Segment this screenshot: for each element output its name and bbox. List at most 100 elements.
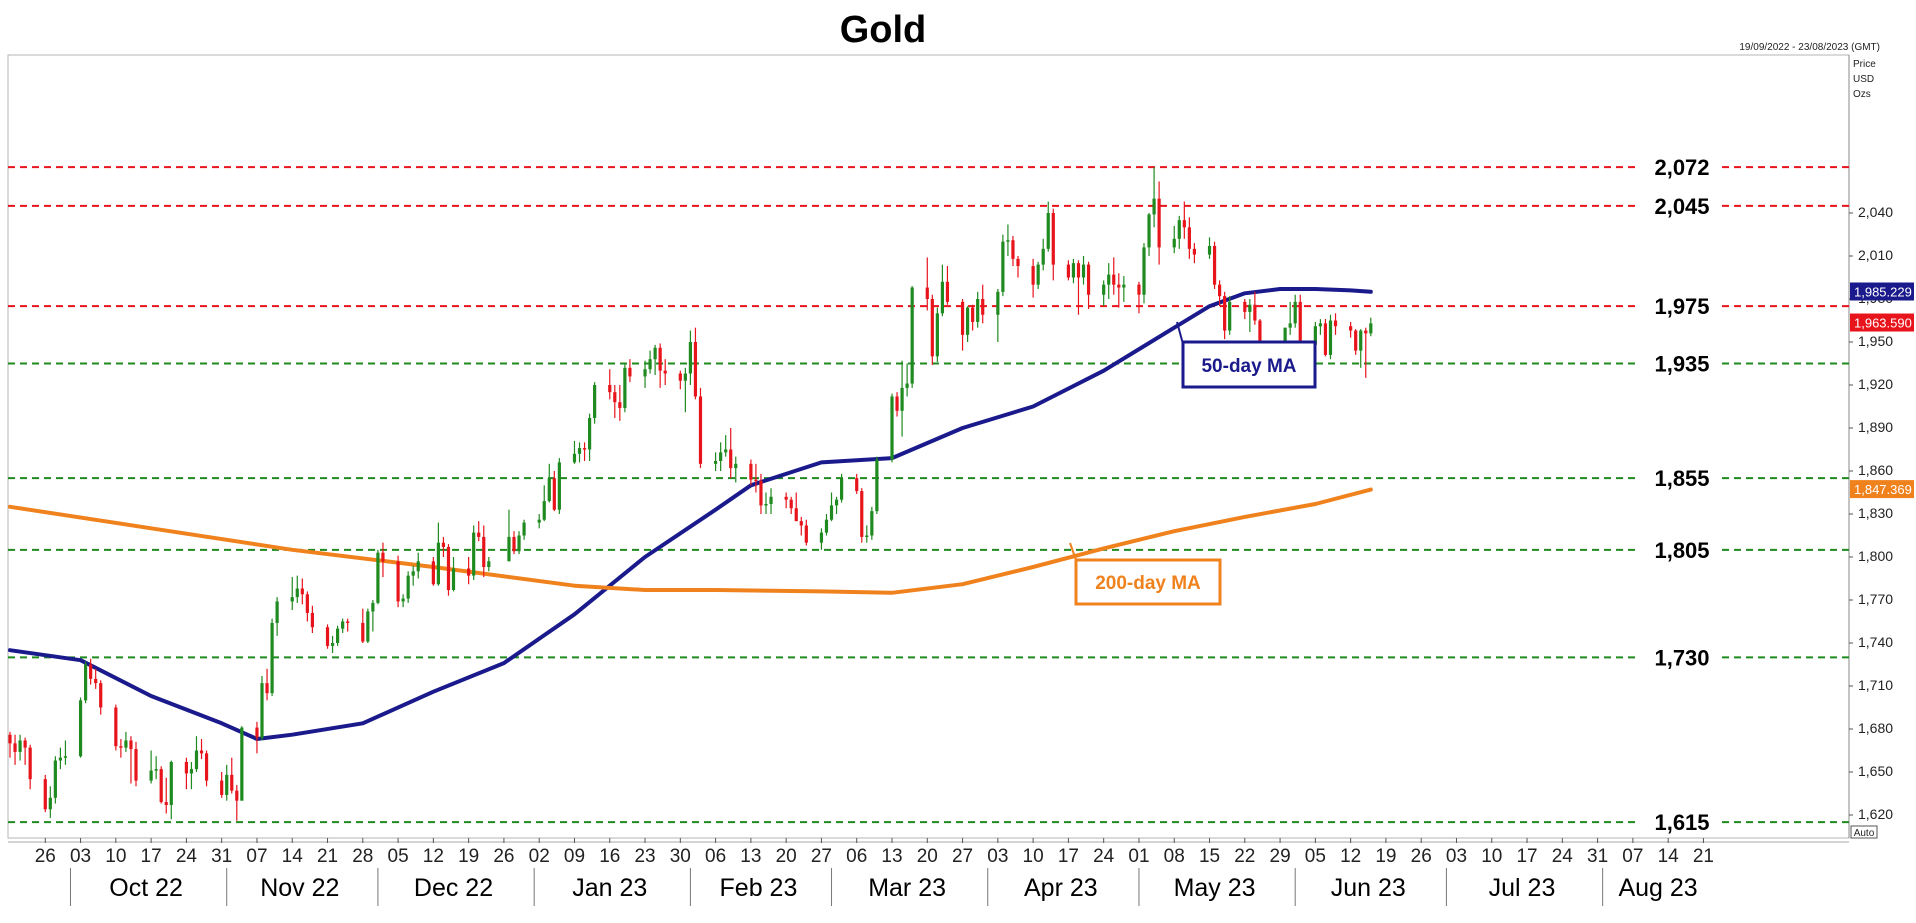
candle-body	[643, 369, 647, 377]
candle-body	[361, 622, 365, 642]
candle-up	[769, 488, 773, 514]
candle-body	[698, 396, 703, 464]
candle-body	[865, 535, 869, 537]
candle-down	[1253, 291, 1257, 325]
candle-up	[401, 594, 405, 608]
candle-down	[608, 369, 612, 400]
candle-down	[114, 704, 118, 751]
x-tick-label: 23	[634, 846, 655, 867]
candle-up	[18, 734, 22, 761]
y-tick-label: 1,680	[1858, 720, 1893, 736]
month-label: Jun 23	[1331, 874, 1406, 902]
candle-body	[517, 535, 521, 552]
candle-down	[184, 757, 188, 790]
auto-badge-frame[interactable]	[1850, 825, 1878, 839]
candle-body	[1102, 284, 1106, 295]
candle-up	[890, 393, 894, 463]
candle-body	[431, 561, 435, 585]
candle-body	[451, 568, 456, 590]
candle-body	[1218, 284, 1222, 297]
candle-body	[305, 594, 309, 613]
candle-down	[960, 299, 965, 351]
level-label: 1,935	[1654, 352, 1709, 377]
candle-down	[1137, 281, 1141, 314]
candle-up	[472, 525, 476, 580]
candle-up	[905, 363, 909, 397]
candle-up	[225, 764, 229, 801]
candle-body	[794, 508, 798, 522]
x-tick-label: 10	[1481, 846, 1502, 867]
candle-down	[971, 304, 975, 331]
candle-up	[1147, 213, 1151, 256]
candle-body	[618, 402, 622, 408]
candle-body	[1107, 274, 1111, 285]
candle-body	[1122, 284, 1126, 288]
candle-body	[1016, 258, 1020, 267]
candle-body	[824, 519, 829, 533]
candle-down	[628, 359, 632, 383]
ma200-label: 200-day MA	[1095, 573, 1201, 594]
candle-up	[48, 786, 52, 818]
candle-body	[522, 522, 526, 536]
x-tick-label: 19	[1375, 846, 1396, 867]
candle-up	[588, 413, 592, 461]
candle-body	[78, 700, 83, 757]
y-tick-label: 1,800	[1858, 548, 1893, 564]
candlesticks	[8, 167, 1373, 821]
candle-down	[199, 739, 204, 760]
candle-down	[446, 544, 451, 596]
y-tick-label: 1,890	[1858, 419, 1893, 435]
candle-down	[441, 536, 446, 557]
candle-body	[769, 496, 773, 504]
candle-up	[996, 288, 1000, 342]
ma50-leader	[1176, 321, 1184, 345]
candle-up	[1228, 296, 1232, 335]
ma50-badge: 1,985.229	[1854, 285, 1912, 300]
y-tick-label: 1,770	[1858, 591, 1893, 607]
ma200-badge-bg	[1850, 480, 1914, 499]
candle-body	[890, 396, 894, 460]
candle-body	[1253, 304, 1257, 321]
auto-badge[interactable]: Auto	[1854, 828, 1875, 839]
annotations: 50-day MA 200-day MA	[1069, 321, 1317, 606]
candle-up	[1006, 224, 1010, 256]
x-tick-label: 03	[1446, 846, 1467, 867]
candle-body	[366, 611, 370, 642]
level-label: 2,072	[1654, 155, 1709, 180]
x-tick-label: 12	[1340, 846, 1361, 867]
x-tick-label: 10	[105, 846, 126, 867]
candle-body	[678, 373, 682, 381]
candle-body	[436, 542, 440, 585]
candle-body	[658, 347, 662, 371]
candle-down	[28, 744, 32, 790]
candle-down	[698, 387, 703, 469]
x-tick-label: 08	[1164, 846, 1185, 867]
candle-up	[240, 726, 244, 801]
candle-down	[1212, 241, 1217, 289]
ma200-label-box	[1074, 558, 1222, 606]
candle-up	[53, 756, 57, 804]
candle-body	[1212, 245, 1217, 285]
candle-up	[1328, 314, 1333, 360]
candle-body	[159, 769, 163, 803]
level-label: 2,045	[1654, 194, 1709, 219]
candle-up	[436, 522, 440, 586]
candle-up	[1071, 258, 1076, 284]
candle-body	[416, 561, 420, 572]
candle-up	[341, 618, 345, 633]
candle-down	[159, 766, 163, 804]
horizontal-levels: 2,072 2,045 1,975 1,935 1,855 1,805 1,730 1,615	[8, 155, 1849, 835]
candle-up	[1172, 225, 1176, 254]
candle-down	[220, 772, 224, 798]
candle-down	[1076, 260, 1081, 315]
candle-up	[824, 514, 829, 536]
y-tick-label: 2,010	[1858, 247, 1893, 263]
candle-up	[58, 747, 62, 770]
candle-body	[976, 299, 980, 322]
candle-body	[1328, 320, 1333, 355]
candle-body	[290, 597, 294, 602]
x-tick-label: 06	[705, 846, 726, 867]
candle-body	[960, 301, 965, 335]
candle-up	[547, 463, 551, 503]
candle-up	[764, 492, 768, 514]
